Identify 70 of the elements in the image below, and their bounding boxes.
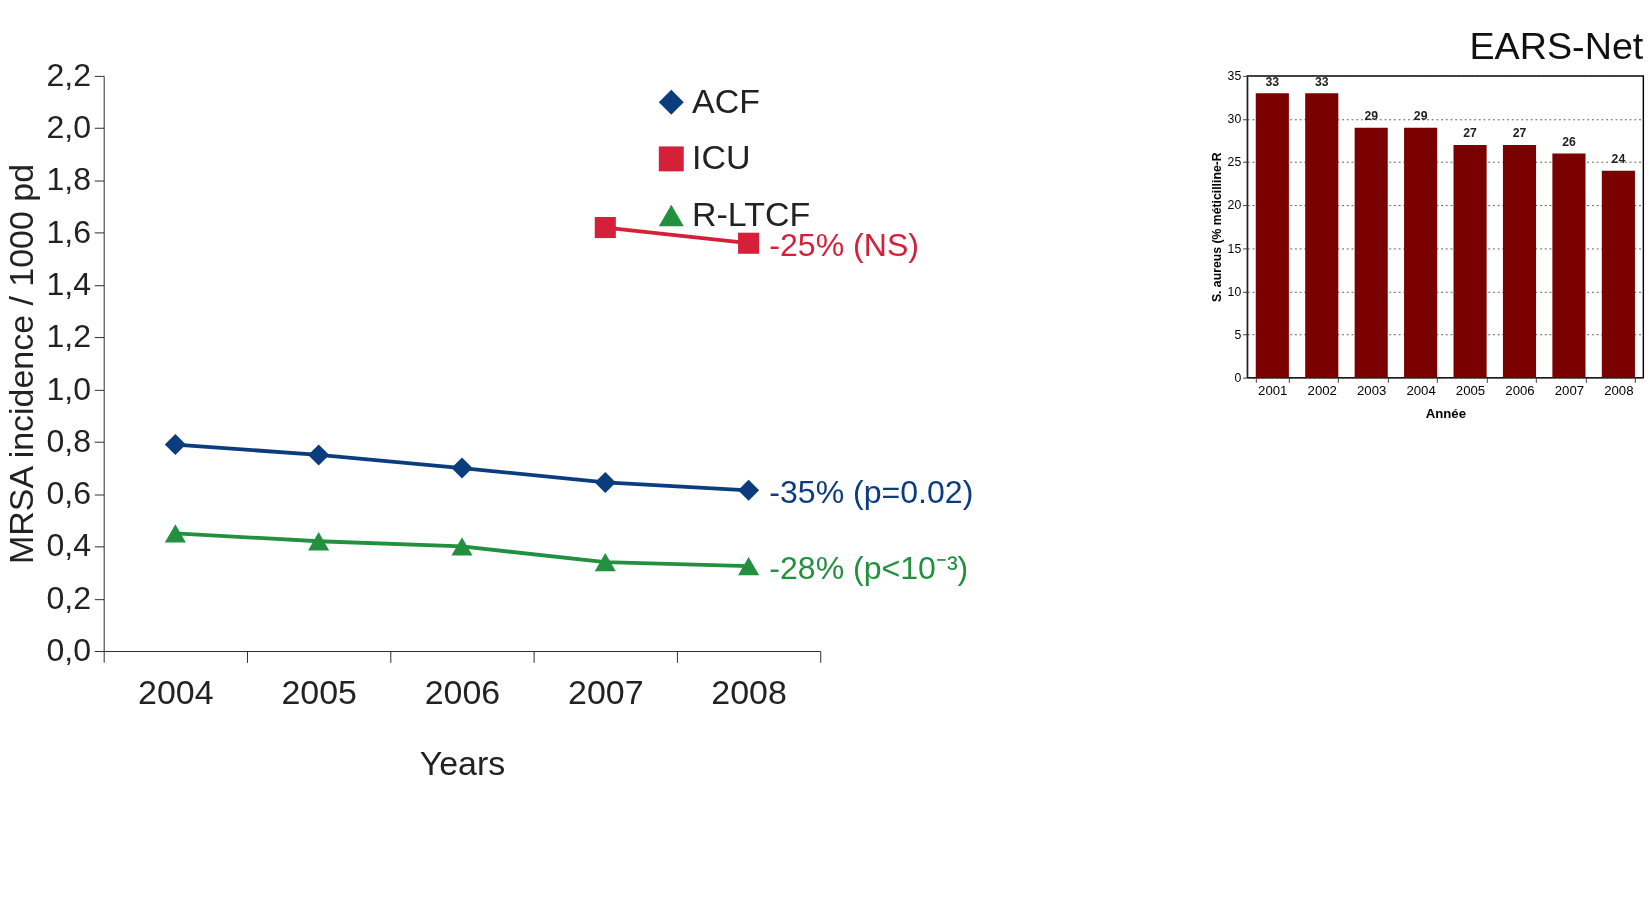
x-tick-label: 2008 bbox=[1604, 383, 1634, 399]
point bbox=[308, 532, 330, 551]
point bbox=[738, 556, 760, 576]
point bbox=[594, 553, 616, 572]
y-axis-title: MRSA incidence / 1000 pd bbox=[2, 163, 41, 564]
point bbox=[738, 479, 760, 501]
x-axis-title: Years bbox=[419, 744, 506, 783]
x-tick-label: 2007 bbox=[568, 673, 644, 712]
point bbox=[738, 232, 760, 254]
y-tick-label: 1,8 bbox=[46, 161, 91, 198]
x-tick-label: 2004 bbox=[138, 673, 214, 712]
y-axis-title: S. aureus (% méticilline-R bbox=[1210, 152, 1224, 303]
point bbox=[594, 217, 616, 239]
point bbox=[308, 444, 330, 466]
data-label: 26 bbox=[1562, 134, 1576, 149]
y-tick-label: 10 bbox=[1227, 284, 1242, 299]
annotation: -35% (p=0.02) bbox=[769, 474, 974, 511]
data-label: 27 bbox=[1463, 126, 1478, 141]
y-tick-label: 15 bbox=[1227, 241, 1242, 256]
x-tick-label: 2005 bbox=[281, 673, 357, 712]
x-tick-label: 2007 bbox=[1554, 383, 1585, 399]
y-tick-label: 0,2 bbox=[46, 579, 91, 616]
data-label: 27 bbox=[1512, 126, 1527, 141]
bar bbox=[1404, 127, 1438, 378]
y-tick-label: 5 bbox=[1234, 327, 1242, 342]
bar bbox=[1601, 170, 1635, 378]
y-tick-label: 1,6 bbox=[46, 213, 91, 250]
bar bbox=[1354, 127, 1388, 378]
data-label: 24 bbox=[1611, 152, 1626, 167]
y-tick-label: 0,8 bbox=[46, 422, 91, 459]
data-label: 33 bbox=[1314, 74, 1329, 89]
bar bbox=[1502, 144, 1537, 378]
y-tick-label: 20 bbox=[1227, 198, 1242, 213]
x-tick-label: 2006 bbox=[424, 673, 501, 712]
y-tick-label: 0,0 bbox=[46, 631, 91, 668]
point bbox=[451, 457, 473, 479]
point bbox=[164, 524, 186, 543]
y-tick-label: 2,0 bbox=[46, 109, 91, 146]
y-tick-label: 0,4 bbox=[46, 527, 91, 564]
legend-label: ACF bbox=[692, 81, 760, 120]
bar bbox=[1453, 144, 1487, 378]
bar bbox=[1552, 153, 1586, 378]
y-tick-label: 0 bbox=[1234, 370, 1242, 385]
bar bbox=[1255, 93, 1289, 378]
y-tick-label: 1,4 bbox=[46, 265, 91, 302]
y-tick-label: 1,0 bbox=[46, 370, 91, 407]
x-axis-title: Année bbox=[1425, 405, 1466, 421]
x-tick-label: 2003 bbox=[1356, 383, 1387, 399]
point bbox=[164, 433, 186, 456]
y-tick-label: 1,2 bbox=[46, 318, 91, 355]
chart-title: EARS-Net bbox=[1469, 24, 1644, 67]
point bbox=[594, 471, 616, 493]
y-tick-label: 30 bbox=[1227, 112, 1242, 127]
y-tick-label: 25 bbox=[1227, 155, 1242, 170]
x-tick-label: 2005 bbox=[1455, 383, 1486, 399]
data-label: 33 bbox=[1265, 74, 1280, 89]
y-tick-label: 2,2 bbox=[46, 56, 91, 93]
x-tick-label: 2008 bbox=[711, 673, 787, 712]
legend-label: ICU bbox=[692, 138, 751, 177]
bar bbox=[1305, 93, 1339, 378]
x-tick-label: 2001 bbox=[1258, 383, 1288, 399]
data-label: 29 bbox=[1413, 109, 1428, 124]
y-tick-label: 35 bbox=[1227, 69, 1242, 84]
x-tick-label: 2004 bbox=[1406, 383, 1436, 399]
data-label: 29 bbox=[1364, 109, 1379, 124]
x-tick-label: 2002 bbox=[1307, 383, 1337, 399]
y-tick-label: 0,6 bbox=[46, 475, 91, 512]
x-tick-label: 2006 bbox=[1505, 383, 1535, 399]
point bbox=[451, 537, 473, 556]
annotation: -28% (p<10⁻³) bbox=[769, 550, 969, 587]
